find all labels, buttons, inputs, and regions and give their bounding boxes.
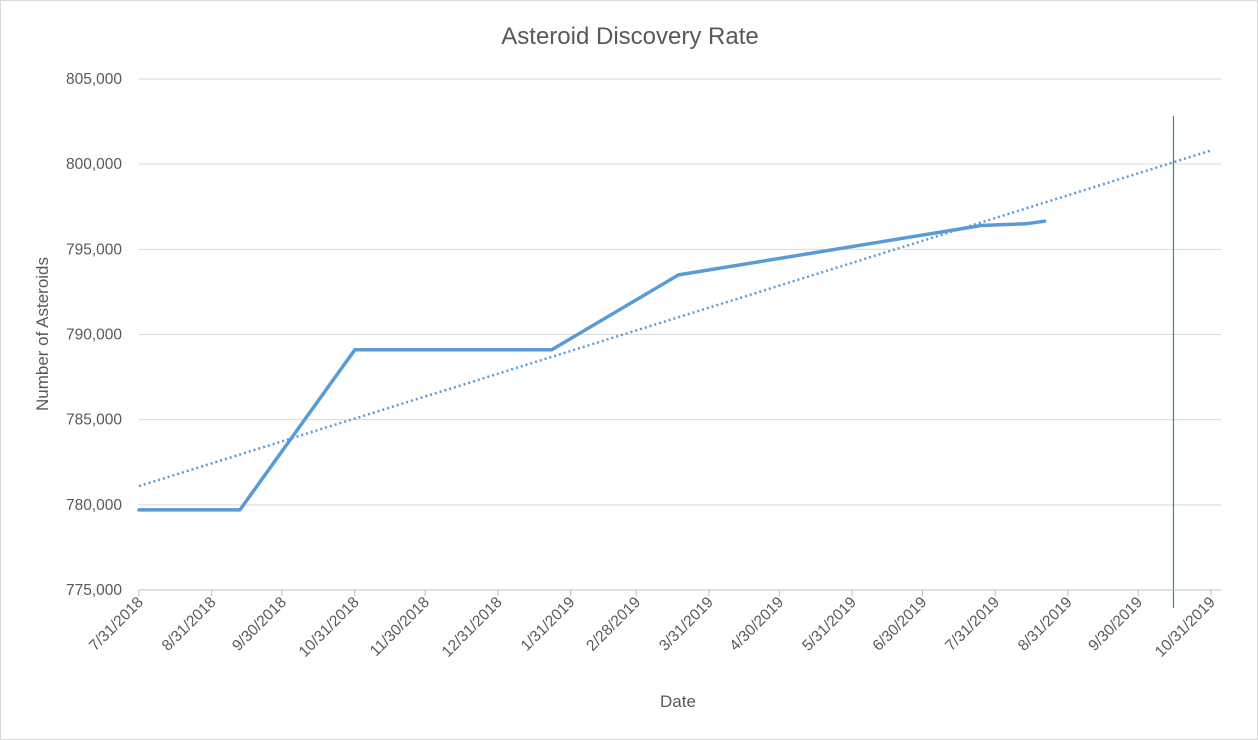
x-tick-label: 10/31/2019 — [1152, 594, 1219, 661]
x-tick-label: 3/31/2019 — [656, 594, 717, 655]
x-tick-label: 9/30/2019 — [1085, 594, 1146, 655]
y-tick-label: 805,000 — [66, 71, 122, 88]
x-tick-label: 7/31/2018 — [86, 594, 147, 655]
axes: 775,000 780,000 785,000 790,000 795,000 800,0… — [66, 71, 1221, 661]
y-tick-label: 775,000 — [66, 582, 122, 599]
x-tick-label: 8/31/2018 — [159, 594, 220, 655]
x-tick-label: 7/31/2019 — [942, 594, 1003, 655]
plot-area — [137, 116, 1212, 608]
x-tick-label: 2/28/2019 — [583, 594, 644, 655]
x-tick-label: 6/30/2019 — [870, 594, 931, 655]
x-tick-label: 9/30/2018 — [229, 594, 290, 655]
x-tick-label: 12/31/2018 — [439, 594, 506, 661]
x-tick-label: 4/30/2019 — [726, 594, 787, 655]
x-tick-label: 5/31/2019 — [799, 594, 860, 655]
x-tick-label: 11/30/2018 — [367, 594, 433, 660]
y-tick-label: 800,000 — [66, 156, 122, 173]
y-tick-label: 780,000 — [66, 497, 122, 514]
x-tick-label: 8/31/2019 — [1015, 594, 1076, 655]
data-series-line — [137, 219, 1047, 512]
y-tick-label: 785,000 — [66, 412, 122, 429]
x-tick-label: 1/31/2019 — [518, 594, 579, 655]
y-axis-label: Number of Asteroids — [33, 257, 52, 411]
x-tick-label: 10/31/2018 — [296, 594, 363, 661]
trendline — [138, 149, 1212, 488]
x-axis-label: Date — [660, 692, 696, 711]
gridlines — [139, 78, 1221, 506]
chart-title: Asteroid Discovery Rate — [501, 23, 758, 50]
y-tick-label: 790,000 — [66, 327, 122, 344]
y-tick-label: 795,000 — [66, 241, 122, 258]
